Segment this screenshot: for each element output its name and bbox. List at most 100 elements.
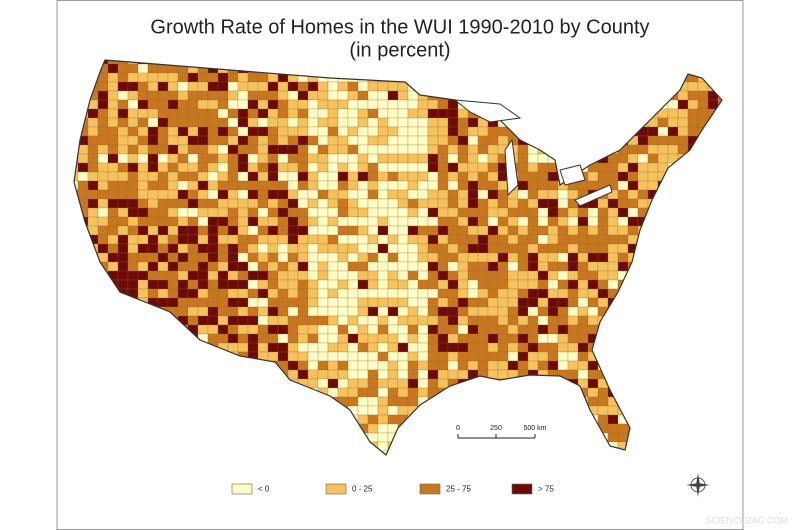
county [127, 198, 139, 209]
county [267, 243, 279, 254]
county [347, 342, 359, 353]
county [487, 216, 499, 227]
county [477, 270, 489, 281]
county [237, 315, 249, 326]
county [587, 270, 599, 281]
county [397, 351, 409, 362]
county [337, 207, 349, 218]
county [537, 180, 549, 191]
county [447, 144, 459, 155]
county [297, 90, 309, 101]
county [387, 144, 399, 155]
county [297, 216, 309, 227]
county [317, 243, 329, 254]
county [117, 279, 129, 290]
county [297, 171, 309, 182]
county [187, 171, 199, 182]
county [627, 189, 639, 200]
county [207, 207, 219, 218]
county [257, 270, 269, 281]
county [347, 171, 359, 182]
county [77, 180, 89, 191]
county [157, 81, 169, 92]
county [397, 324, 409, 335]
county [377, 171, 389, 182]
county [117, 81, 129, 92]
county [447, 216, 459, 227]
county [277, 180, 289, 191]
county [407, 243, 419, 254]
county [467, 198, 479, 209]
county [277, 225, 289, 236]
county [277, 81, 289, 92]
county [197, 117, 209, 128]
county [287, 198, 299, 209]
county [487, 153, 499, 164]
county [137, 189, 149, 200]
county [407, 135, 419, 146]
county [317, 216, 329, 227]
county [97, 99, 109, 110]
county [167, 144, 179, 155]
county [457, 279, 469, 290]
county [447, 369, 459, 380]
county [207, 153, 219, 164]
county [367, 405, 379, 416]
county [327, 144, 339, 155]
county [407, 342, 419, 353]
county [477, 207, 489, 218]
county [247, 225, 259, 236]
county [477, 153, 489, 164]
county [87, 126, 99, 137]
county [367, 279, 379, 290]
county [407, 333, 419, 344]
county [157, 99, 169, 110]
county [487, 333, 499, 344]
county [337, 378, 349, 389]
county [567, 324, 579, 335]
county [287, 297, 299, 308]
county [197, 315, 209, 326]
county [417, 207, 429, 218]
county [257, 261, 269, 272]
county [697, 108, 709, 119]
county [217, 315, 229, 326]
county [447, 180, 459, 191]
county [477, 333, 489, 344]
county [187, 108, 199, 119]
county [647, 135, 659, 146]
county [387, 360, 399, 371]
county [207, 72, 219, 83]
county [457, 315, 469, 326]
county [677, 90, 689, 101]
county [267, 351, 279, 362]
county [637, 189, 649, 200]
county [517, 162, 529, 173]
county [237, 207, 249, 218]
county [487, 315, 499, 326]
county [267, 117, 279, 128]
county [397, 135, 409, 146]
county [227, 153, 239, 164]
county [397, 252, 409, 263]
county [597, 414, 609, 425]
county [207, 99, 219, 110]
county [437, 162, 449, 173]
county [397, 162, 409, 173]
county [357, 306, 369, 317]
county [307, 189, 319, 200]
county [377, 270, 389, 281]
county [467, 189, 479, 200]
county [507, 279, 519, 290]
county [377, 117, 389, 128]
county [337, 162, 349, 173]
county [127, 216, 139, 227]
county [267, 261, 279, 272]
county [177, 225, 189, 236]
county [247, 189, 259, 200]
county [587, 297, 599, 308]
county [667, 99, 679, 110]
county [257, 81, 269, 92]
county [227, 333, 239, 344]
county [117, 117, 129, 128]
